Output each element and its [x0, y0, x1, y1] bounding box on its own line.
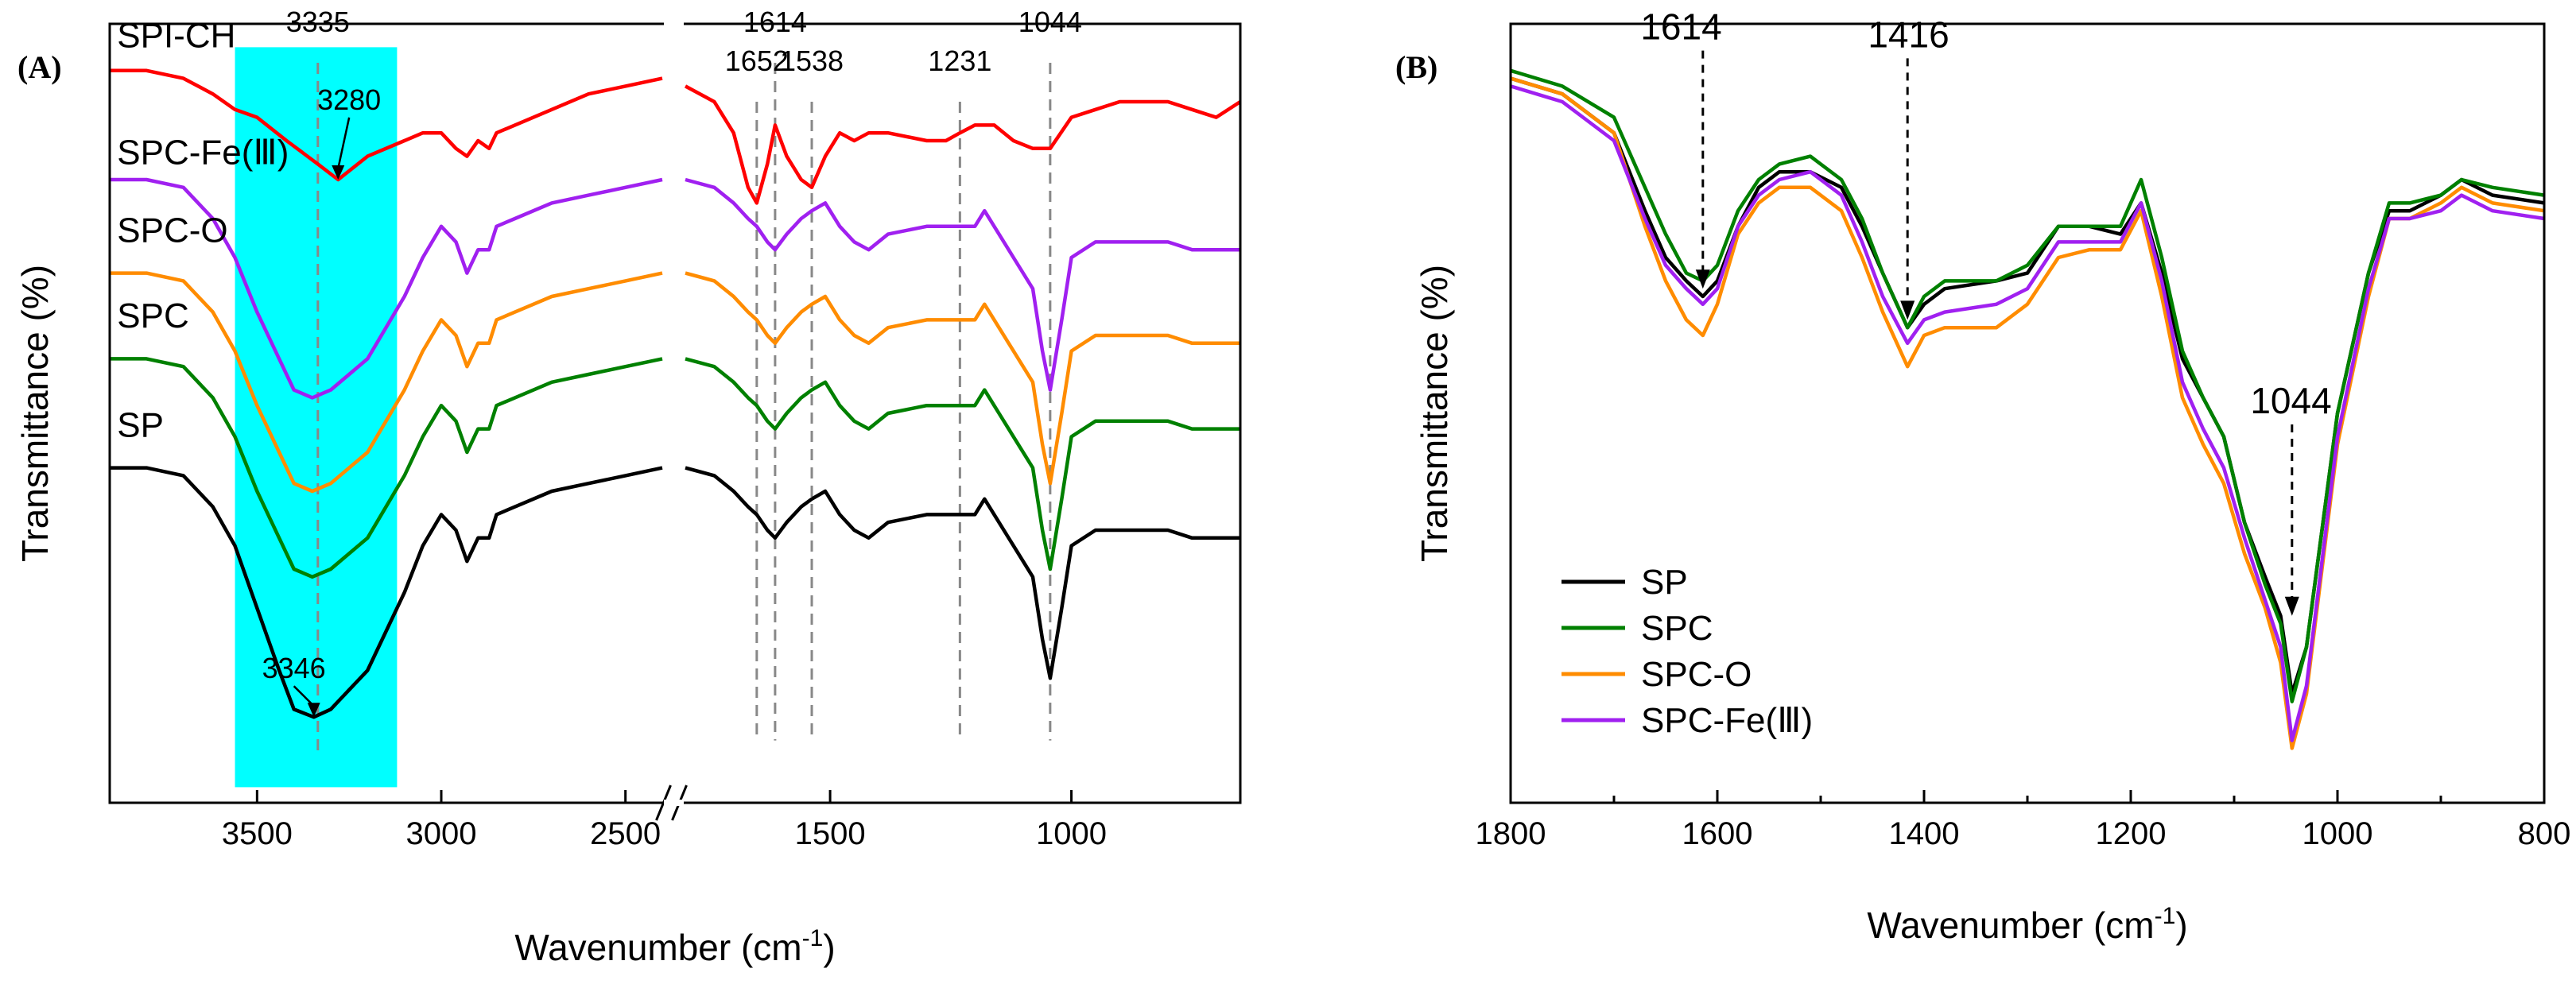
x-tick-label-b-1800: 1800 [1476, 816, 1546, 851]
legend-label-sp: SP [1641, 563, 1688, 602]
axis-break-gap-top [664, 21, 684, 27]
series-line-a-sp [110, 466, 1240, 719]
x-tick-label-a-3500: 3500 [222, 816, 293, 851]
x-axis-title-a: Wavenumber (cm-1) [514, 925, 835, 968]
panel-label-a: (A) [17, 49, 62, 85]
x-tick-label-a-2500: 2500 [590, 816, 661, 851]
arrow-shaft-3280 [337, 117, 351, 169]
legend-label-spc-o: SPC-O [1641, 655, 1752, 694]
x-axis-title-a-close: ) [823, 927, 835, 968]
series-label-a-spc-o: SPC-O [117, 211, 227, 250]
arrow-head-b-1044 [2284, 596, 2299, 616]
legend-label-spc-fe: SPC-Fe(Ⅲ) [1641, 701, 1813, 740]
series-line-a-spc [110, 357, 1240, 579]
series-line-a-spc-fe [110, 177, 1240, 400]
series-label-a-spi-ch: SPI-CH [117, 16, 235, 55]
panel-label-b: (B) [1395, 49, 1437, 85]
peak-label-3335: 3335 [286, 6, 350, 38]
x-tick-label-a-3000: 3000 [406, 816, 477, 851]
panel-a: SPI-CH SPC-Fe(Ⅲ) SPC-O SPC SP 3335 1652 1614 153… [14, 6, 1242, 968]
arrow-head-3280 [332, 165, 345, 180]
arrow-shaft-3346 [293, 685, 315, 707]
x-axis-title-a-sup: -1 [802, 925, 824, 951]
axis-break-gap [664, 800, 684, 806]
x-axis-title-a-main: Wavenumber (cm [514, 927, 801, 968]
x-axis-title-b-close: ) [2175, 905, 2187, 946]
x-tick-label-b-1200: 1200 [2096, 816, 2167, 851]
x-tick-label-b-1400: 1400 [1889, 816, 1960, 851]
arrow-head-b-1416 [1900, 300, 1915, 320]
x-tick-label-b-800: 800 [2518, 816, 2571, 851]
series-line-b-spc-fe [1510, 84, 2545, 742]
y-axis-title-b: Transmittance (%) [1414, 265, 1455, 562]
y-axis-title-a: Transmittance (%) [14, 265, 56, 562]
series-line-b-spc [1510, 68, 2545, 703]
peak-label-1231: 1231 [928, 45, 991, 77]
x-tick-label-b-1000: 1000 [2302, 816, 2373, 851]
legend-label-spc: SPC [1641, 609, 1713, 648]
arrow-head-3346 [307, 703, 320, 718]
series-label-a-spc: SPC [117, 296, 188, 335]
axis-break-mark-1 [655, 784, 672, 821]
series-line-a-spc-o [110, 271, 1240, 494]
series-label-a-sp: SP [117, 405, 164, 444]
series-line-a-spi-ch [110, 68, 1242, 205]
arrow-label-3346: 3346 [262, 652, 326, 684]
series-label-a-spc-fe: SPC-Fe(Ⅲ) [117, 133, 289, 172]
x-axis-title-b-main: Wavenumber (cm [1867, 905, 2154, 946]
arrow-label-b-1044: 1044 [2250, 380, 2331, 421]
x-tick-label-b-1600: 1600 [1682, 816, 1753, 851]
x-tick-label-a-1000: 1000 [1036, 816, 1107, 851]
x-tick-label-a-1500: 1500 [795, 816, 866, 851]
x-axis-title-b-sup: -1 [2155, 903, 2176, 929]
x-axis-title-b: Wavenumber (cm-1) [1867, 903, 2187, 946]
panel-b: 1614 1416 1044 1800 1600 1400 1200 1000 800 SP SPC… [1395, 6, 2570, 946]
arrow-label-3280: 3280 [317, 83, 381, 116]
peak-label-1652: 1652 [725, 45, 789, 77]
arrow-label-b-1614: 1614 [1640, 6, 1721, 48]
peak-label-1044: 1044 [1018, 6, 1082, 38]
arrow-head-b-1614 [1695, 269, 1710, 289]
peak-label-1614: 1614 [743, 6, 807, 38]
peak-label-1538: 1538 [780, 45, 844, 77]
arrow-label-b-1416: 1416 [1868, 14, 1949, 55]
